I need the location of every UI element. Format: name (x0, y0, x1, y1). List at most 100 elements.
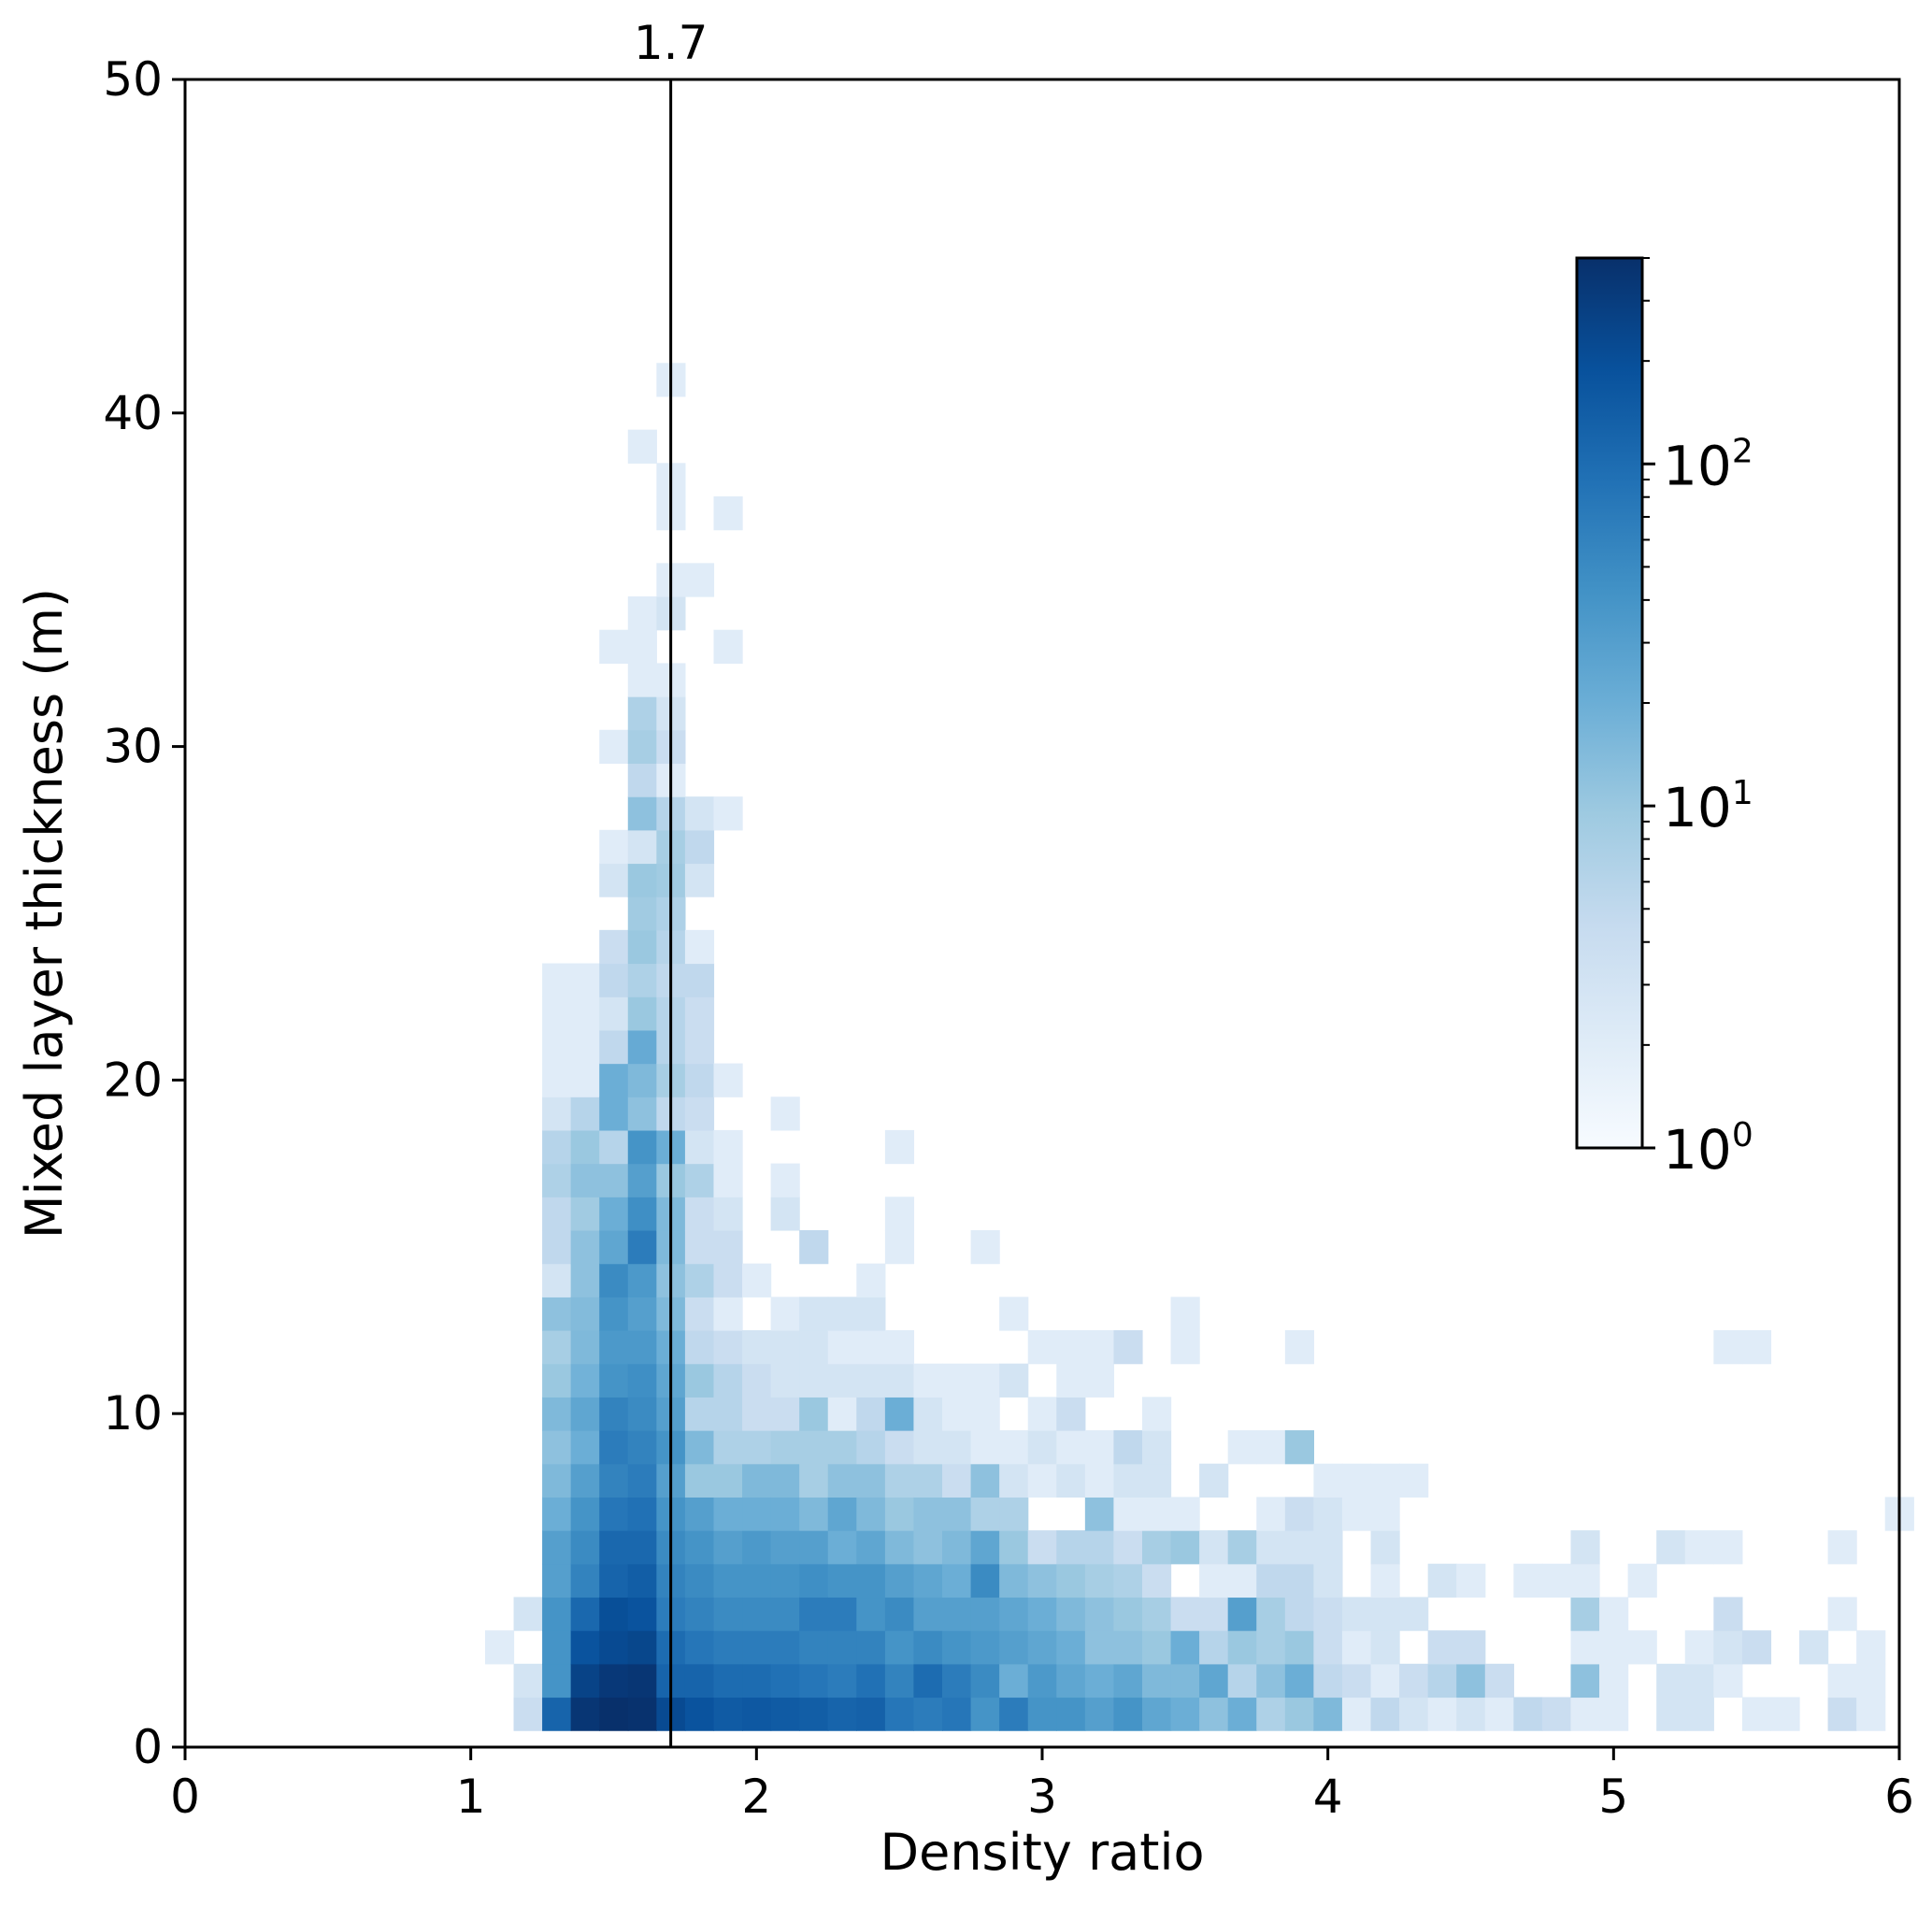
heatmap-cell (827, 1563, 857, 1598)
heatmap-cell (1199, 1563, 1229, 1598)
heatmap-cell (599, 1697, 629, 1731)
heatmap-cell (1056, 1630, 1086, 1665)
heatmap-cell (684, 996, 715, 1031)
heatmap-cell (970, 1430, 1000, 1465)
heatmap-cell (827, 1530, 857, 1565)
heatmap-cell (856, 1263, 886, 1297)
heatmap-cell (770, 1163, 800, 1197)
heatmap-cell (1199, 1630, 1229, 1665)
heatmap-cell (713, 1163, 743, 1197)
heatmap-cell (1284, 1597, 1314, 1631)
heatmap-cell (742, 1363, 772, 1398)
heatmap-cell (1170, 1330, 1200, 1365)
heatmap-cell (884, 1363, 915, 1398)
heatmap-cell (1256, 1563, 1286, 1598)
heatmap-cell (1199, 1663, 1229, 1699)
heatmap-cell (884, 1330, 915, 1365)
heatmap-cell (1199, 1463, 1229, 1498)
heatmap-cell (770, 1630, 800, 1665)
heatmap-cell (884, 1197, 915, 1231)
heatmap-cell (799, 1597, 829, 1631)
heatmap-cell (913, 1597, 943, 1631)
y-tick-label: 0 (133, 1720, 163, 1774)
y-tick-label: 50 (103, 52, 163, 107)
heatmap-cell (1084, 1463, 1115, 1498)
heatmap-cell (684, 1263, 715, 1297)
heatmap-cell (627, 1530, 657, 1565)
heatmap-cell (1170, 1597, 1200, 1631)
y-tick-label: 20 (103, 1053, 163, 1107)
heatmap-cell (1570, 1597, 1600, 1631)
heatmap-cell (1684, 1663, 1714, 1699)
colorbar-tick-label: 100 (1663, 1116, 1753, 1182)
heatmap-cell (1856, 1697, 1886, 1731)
heatmap-cell (627, 763, 657, 797)
heatmap-cell (627, 729, 657, 765)
heatmap-cell (1313, 1497, 1343, 1531)
heatmap-cell (599, 1129, 629, 1165)
heatmap-cell (1427, 1563, 1457, 1598)
heatmap-cell (1827, 1663, 1857, 1699)
heatmap-cell (1399, 1463, 1429, 1498)
heatmap-cell (684, 796, 715, 831)
heatmap-cell (542, 1663, 572, 1699)
heatmap-cell (1484, 1697, 1514, 1731)
heatmap-cell (1456, 1563, 1486, 1598)
heatmap-cell (856, 1330, 886, 1365)
heatmap-cell (713, 1663, 743, 1699)
heatmap-cell (713, 1129, 743, 1165)
heatmap-cell (1284, 1663, 1314, 1699)
heatmap-cell (1199, 1697, 1229, 1731)
heatmap-cell (799, 1297, 829, 1331)
heatmap-cell (684, 1597, 715, 1631)
heatmap-cell (799, 1363, 829, 1398)
heatmap-cell (742, 1263, 772, 1297)
x-tick-label: 1 (456, 1770, 486, 1824)
heatmap-cell (884, 1397, 915, 1431)
heatmap-cell (913, 1363, 943, 1398)
heatmap-cell (1227, 1563, 1257, 1598)
heatmap-cell (1256, 1597, 1286, 1631)
heatmap-cell (542, 1297, 572, 1331)
heatmap-cell (542, 1497, 572, 1531)
heatmap-cell (627, 596, 657, 631)
heatmap-cell (627, 996, 657, 1031)
y-axis-title: Mixed layer thickness (m) (15, 588, 74, 1239)
heatmap-cell (627, 796, 657, 831)
heatmap-cell (1627, 1563, 1657, 1598)
heatmap-cell (542, 1430, 572, 1465)
heatmap-cell (742, 1697, 772, 1731)
heatmap-cell (599, 963, 629, 997)
heatmap-cell (599, 1630, 629, 1665)
heatmap-cell (827, 1430, 857, 1465)
heatmap-cell (999, 1463, 1029, 1498)
heatmap-cell (570, 1330, 600, 1365)
heatmap-cell (770, 1497, 800, 1531)
heatmap-cell (627, 1229, 657, 1265)
heatmap-cell (542, 1029, 572, 1065)
heatmap-cell (856, 1530, 886, 1565)
heatmap-cell (827, 1297, 857, 1331)
heatmap-cell (1570, 1630, 1600, 1665)
heatmap-cell (1341, 1663, 1372, 1699)
heatmap-cell (684, 1029, 715, 1065)
heatmap-cell (1313, 1663, 1343, 1699)
heatmap-cell (542, 1463, 572, 1498)
heatmap-cell (1456, 1663, 1486, 1699)
heatmap-cell (627, 1630, 657, 1665)
heatmap-cell (1370, 1630, 1400, 1665)
heatmap-cell (627, 663, 657, 697)
heatmap-cell (942, 1363, 972, 1398)
heatmap-cell (627, 1397, 657, 1431)
heatmap-cell (599, 1197, 629, 1231)
heatmap-cell (542, 1163, 572, 1197)
heatmap-cell (484, 1630, 515, 1665)
heatmap-cell (827, 1597, 857, 1631)
heatmap-cell (1341, 1697, 1372, 1731)
heatmap-cell (1113, 1697, 1143, 1731)
heatmap-cell (1741, 1630, 1772, 1665)
heatmap-cell (1713, 1530, 1743, 1565)
heatmap-cell (542, 1563, 572, 1598)
heatmap-cell (713, 1263, 743, 1297)
heatmap-cell (1284, 1497, 1314, 1531)
